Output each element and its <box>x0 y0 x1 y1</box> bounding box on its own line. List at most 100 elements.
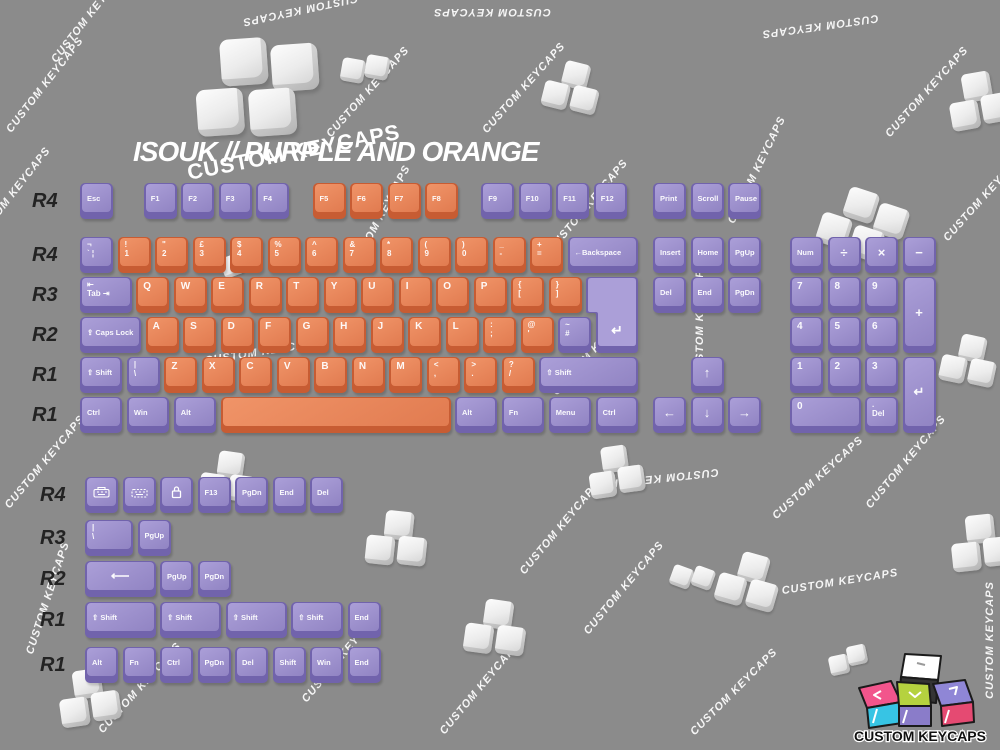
key-win: Win <box>126 397 170 433</box>
key-4: $4 <box>230 237 263 273</box>
key-keeb2-icon <box>122 477 156 513</box>
blank-white-keycap <box>966 357 998 389</box>
key-ctrl: Ctrl <box>160 647 193 683</box>
key-sym: @ ' <box>520 317 554 353</box>
row-label-r1: R1 <box>40 609 66 631</box>
key-f: F <box>258 317 292 353</box>
key-esc: Esc <box>80 183 113 219</box>
key-alt: Alt <box>173 397 217 433</box>
key-fn: Fn <box>122 647 156 683</box>
key-sym: ¬ ` ¦ <box>80 237 113 273</box>
blank-white-keycap <box>218 36 269 87</box>
key-sym: | \ <box>85 520 133 556</box>
key-minus: − <box>902 237 936 273</box>
key-p: P <box>473 277 507 313</box>
key-0: ) 0 <box>455 237 488 273</box>
key-f8: F8 <box>425 183 458 219</box>
key-end: End <box>690 277 724 313</box>
key-tab: ⇤ Tab ⇥ <box>80 277 132 313</box>
key-shift: ⇧ Shift <box>539 357 638 393</box>
key-shift: ⇧ Shift <box>80 357 123 393</box>
key-j: J <box>370 317 404 353</box>
key-g: G <box>295 317 329 353</box>
key-ctrl: Ctrl <box>595 397 638 433</box>
key-u: U <box>361 277 395 313</box>
blank-white-keycap <box>744 578 780 614</box>
key-f6: F6 <box>350 183 383 219</box>
key-del: Del <box>310 477 343 513</box>
key-x: X <box>201 357 235 393</box>
key-shift: Shift <box>272 647 306 683</box>
key-6: ^ 6 <box>305 237 338 273</box>
key-pgdn: PgDn <box>235 477 268 513</box>
key-r: R <box>248 277 282 313</box>
row-label-r1: R1 <box>32 404 58 426</box>
key-arrow-down: ↓ <box>690 397 724 433</box>
key-home: Home <box>690 237 724 273</box>
watermark-text: CUSTOM KEYCAPS <box>688 646 780 738</box>
watermark-text: CUSTOM KEYCAPS <box>941 148 1000 244</box>
key-f7: F7 <box>387 183 421 219</box>
key-z: Z <box>164 357 198 393</box>
watermark-text: CUSTOM KEYCAPS <box>433 6 551 18</box>
key-num: Num <box>790 237 823 273</box>
key-m: M <box>389 357 423 393</box>
blank-white-keycap <box>89 689 123 722</box>
key-f12: F12 <box>593 183 627 219</box>
key-pgdn: PgDn <box>197 647 231 683</box>
key-divide: ÷ <box>827 237 861 273</box>
watermark-text: CUSTOM KEYCAPS <box>760 11 880 41</box>
key-f9: F9 <box>481 183 515 219</box>
key-alt: Alt <box>455 397 498 433</box>
key-del: . Del <box>865 397 898 433</box>
key-pgup: PgUp <box>137 520 171 556</box>
key-1: 1 <box>790 357 823 393</box>
key-sym: >. <box>464 357 498 393</box>
key-pgdn: PgDn <box>728 277 761 313</box>
key-arrow-left: ← <box>653 397 686 433</box>
key-sym: | \ <box>126 357 160 393</box>
blank-white-keycap <box>979 91 1000 125</box>
key-plus: + <box>902 277 936 353</box>
row-label-r4: R4 <box>32 244 58 266</box>
key-pgup: PgUp <box>160 561 193 597</box>
blank-white-keycap <box>689 564 717 592</box>
key-sym: }] <box>548 277 582 313</box>
key-arrow-up: ↑ <box>690 357 724 393</box>
watermark-text: CUSTOM KEYCAPS <box>49 0 131 66</box>
key-end: End <box>272 477 306 513</box>
key-2: " 2 <box>155 237 188 273</box>
key-5: % 5 <box>267 237 301 273</box>
logo-keycaps-icon: CUSTOM KEYCAPS <box>853 653 987 745</box>
key-k: K <box>408 317 442 353</box>
key-f3: F3 <box>218 183 252 219</box>
blank-white-keycap <box>982 535 1000 568</box>
watermark-text: CUSTOM KEYCAPS <box>24 540 72 656</box>
key-5: 5 <box>827 317 861 353</box>
key-shift: ⇧ Shift <box>160 602 222 638</box>
key-keeb-icon <box>85 477 118 513</box>
key-8: * 8 <box>380 237 413 273</box>
blank-white-keycap <box>950 541 983 573</box>
key-end: End <box>347 647 381 683</box>
key-sym: {[ <box>511 277 545 313</box>
key-lock-icon <box>160 477 193 513</box>
key-f11: F11 <box>556 183 590 219</box>
key-2: 2 <box>827 357 861 393</box>
key-print: Print <box>653 183 686 219</box>
row-label-r1: R1 <box>40 654 66 676</box>
key-f13: F13 <box>197 477 231 513</box>
key-menu: Menu <box>548 397 592 433</box>
key-h: H <box>333 317 367 353</box>
key-o: O <box>436 277 470 313</box>
logo-text: CUSTOM KEYCAPS <box>854 728 986 744</box>
blank-white-keycap <box>462 622 495 655</box>
key-f1: F1 <box>143 183 177 219</box>
key-caps-lock: ⇪ Caps Lock <box>80 317 142 353</box>
blank-white-keycap <box>588 470 618 500</box>
key-1: ! 1 <box>117 237 151 273</box>
blank-white-keycap <box>247 87 298 138</box>
key-alt: Alt <box>85 647 118 683</box>
blank-white-keycap <box>937 353 969 385</box>
key-arrow-right: → <box>728 397 761 433</box>
